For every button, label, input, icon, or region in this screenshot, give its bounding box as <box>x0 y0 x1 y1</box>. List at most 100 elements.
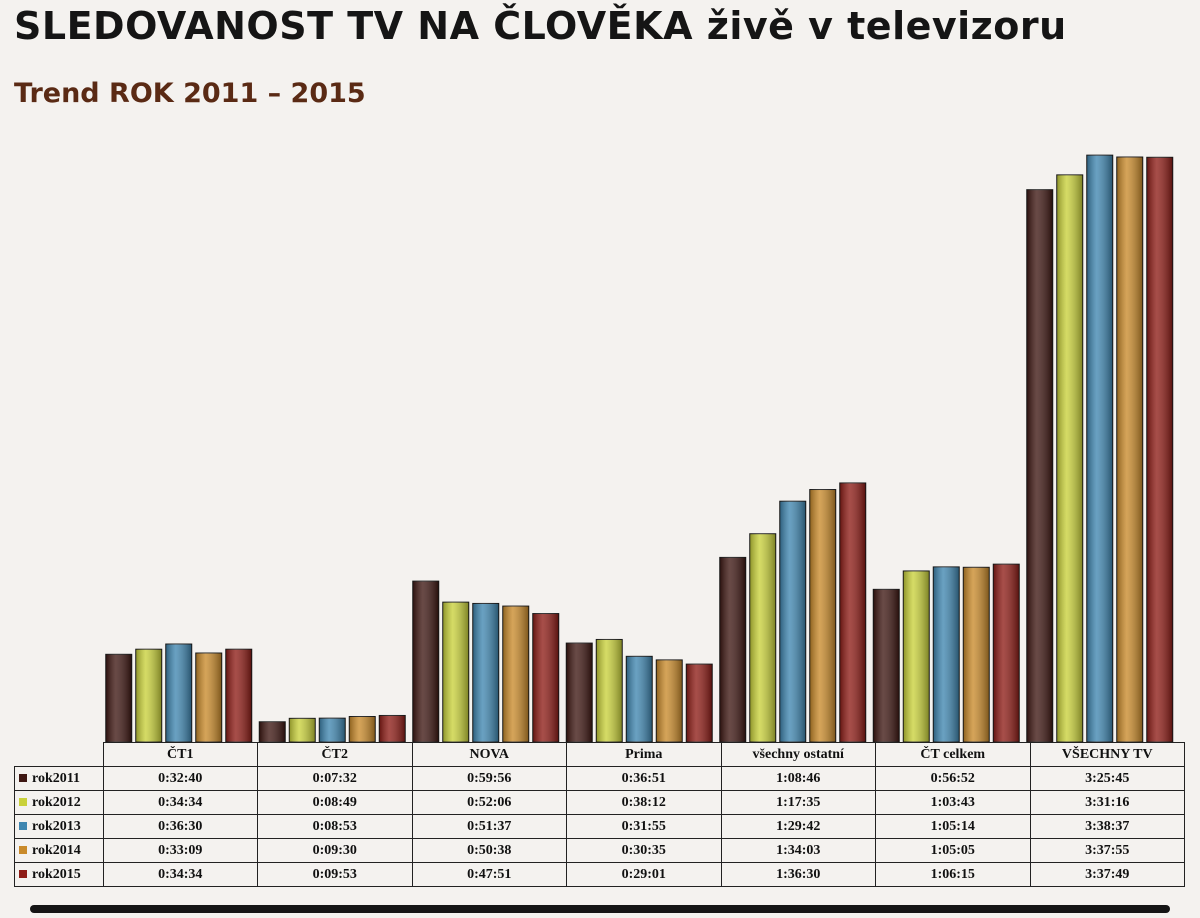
data-label: 0:59:56 <box>411 766 567 791</box>
chart-title: SLEDOVANOST TV NA ČLOVĚKA živě v televiz… <box>14 4 1067 48</box>
data-label: 0:56:52 <box>875 766 1031 791</box>
data-label: 0:34:34 <box>102 790 258 815</box>
bar-shade-rok2012-3 <box>442 602 469 742</box>
bar-shade-rok2011-2 <box>259 721 286 742</box>
data-label: 1:08:46 <box>720 766 876 791</box>
bar-group-6 <box>872 563 1020 743</box>
category-label: Prima <box>566 742 722 767</box>
bar-shade-rok2013-5 <box>779 501 806 742</box>
category-label: ČT2 <box>257 742 413 767</box>
data-label: 0:36:51 <box>566 766 722 791</box>
legend-label: rok2015 <box>32 866 81 882</box>
table-row: rok2015 0:34:34 0:09:53 0:47:51 0:29:01 1:36:… <box>14 862 1185 887</box>
bar-shade-rok2012-5 <box>749 533 776 742</box>
data-label: 1:17:35 <box>720 790 876 815</box>
legend-label: rok2014 <box>32 842 81 858</box>
bar-shade-rok2015-4 <box>686 664 713 742</box>
bar-group-4 <box>565 638 713 743</box>
category-label: VŠECHNY TV <box>1029 742 1185 767</box>
data-label: 0:08:49 <box>257 790 413 815</box>
bar-group-5 <box>719 482 867 743</box>
bar-shade-rok2011-6 <box>873 589 900 742</box>
data-label: 0:47:51 <box>411 862 567 887</box>
bar-shade-rok2013-6 <box>933 566 960 742</box>
legend-cell: rok2011 <box>14 766 104 791</box>
category-label: ČT celkem <box>875 742 1031 767</box>
bar-shade-rok2015-2 <box>379 715 406 742</box>
data-label: 0:30:35 <box>566 838 722 863</box>
data-label: 1:05:14 <box>875 814 1031 839</box>
data-label: 0:34:34 <box>102 862 258 887</box>
data-label: 0:36:30 <box>102 814 258 839</box>
bar-shade-rok2012-2 <box>289 718 316 742</box>
bar-group-2 <box>258 714 406 743</box>
data-label: 1:06:15 <box>875 862 1031 887</box>
data-label: 0:07:32 <box>257 766 413 791</box>
bar-shade-rok2011-4 <box>566 643 593 742</box>
bottom-divider <box>30 905 1170 913</box>
bar-shade-rok2015-3 <box>532 613 559 742</box>
data-label: 3:37:49 <box>1029 862 1185 887</box>
table-row: rok2014 0:33:09 0:09:30 0:50:38 0:30:35 1:34:… <box>14 838 1185 863</box>
legend-swatch <box>19 798 27 807</box>
category-label: ČT1 <box>102 742 258 767</box>
bar-shade-rok2011-7 <box>1026 189 1053 743</box>
legend-cell: rok2012 <box>14 790 104 815</box>
data-label: 1:05:05 <box>875 838 1031 863</box>
bar-shade-rok2014-1 <box>195 653 222 742</box>
bar-shade-rok2012-1 <box>135 649 162 742</box>
bar-group-1 <box>105 643 253 743</box>
data-table: ČT1 ČT2 NOVA Prima všechny ostatní ČT celkem V… <box>14 742 1185 887</box>
data-label: 3:37:55 <box>1029 838 1185 863</box>
bar-chart <box>105 154 1174 743</box>
legend-swatch <box>19 870 27 879</box>
bar-shade-rok2014-3 <box>502 606 529 742</box>
category-label: všechny ostatní <box>720 742 876 767</box>
table-row: rok2012 0:34:34 0:08:49 0:52:06 0:38:12 1:17:… <box>14 790 1185 815</box>
table-row: rok2011 0:32:40 0:07:32 0:59:56 0:36:51 1:08:… <box>14 766 1185 791</box>
bar-shade-rok2013-4 <box>626 656 653 742</box>
category-label: NOVA <box>411 742 567 767</box>
chart-subtitle: Trend ROK 2011 – 2015 <box>14 78 366 109</box>
table-body: rok2011 0:32:40 0:07:32 0:59:56 0:36:51 1:08:… <box>14 766 1185 887</box>
bar-shade-rok2015-7 <box>1146 157 1173 742</box>
bar-shade-rok2013-1 <box>165 644 192 742</box>
data-label: 0:32:40 <box>102 766 258 791</box>
legend-swatch <box>19 774 27 783</box>
data-label: 3:38:37 <box>1029 814 1185 839</box>
table-row: rok2013 0:36:30 0:08:53 0:51:37 0:31:55 1:29:… <box>14 814 1185 839</box>
bar-shade-rok2015-5 <box>839 482 866 742</box>
legend-cell: rok2015 <box>14 862 104 887</box>
legend-label: rok2013 <box>32 818 81 834</box>
data-label: 0:08:53 <box>257 814 413 839</box>
data-label: 1:36:30 <box>720 862 876 887</box>
bar-group-3 <box>412 580 560 743</box>
bar-shade-rok2012-6 <box>903 570 930 742</box>
data-label: 3:31:16 <box>1029 790 1185 815</box>
data-label: 0:51:37 <box>411 814 567 839</box>
table-corner-cell <box>14 742 104 767</box>
data-label: 0:38:12 <box>566 790 722 815</box>
bar-shade-rok2011-3 <box>412 581 439 742</box>
data-label: 0:50:38 <box>411 838 567 863</box>
bar-group-7 <box>1026 154 1174 743</box>
data-label: 0:09:53 <box>257 862 413 887</box>
data-label: 1:29:42 <box>720 814 876 839</box>
bar-shade-rok2015-6 <box>993 564 1020 742</box>
bar-shade-rok2012-7 <box>1056 174 1083 743</box>
data-label: 3:25:45 <box>1029 766 1185 791</box>
data-label: 0:31:55 <box>566 814 722 839</box>
bar-shade-rok2011-5 <box>719 557 746 742</box>
table-header-row: ČT1 ČT2 NOVA Prima všechny ostatní ČT celkem V… <box>14 742 1185 767</box>
bar-shade-rok2013-7 <box>1086 155 1113 743</box>
bars-group <box>105 154 1174 743</box>
bar-shade-rok2014-2 <box>349 716 376 742</box>
bar-shade-rok2014-7 <box>1116 157 1143 742</box>
bar-shade-rok2014-4 <box>656 659 683 742</box>
data-label: 0:29:01 <box>566 862 722 887</box>
data-label: 0:09:30 <box>257 838 413 863</box>
legend-cell: rok2014 <box>14 838 104 863</box>
legend-label: rok2012 <box>32 794 81 810</box>
legend-label: rok2011 <box>32 770 80 786</box>
bar-shade-rok2014-6 <box>963 567 990 742</box>
